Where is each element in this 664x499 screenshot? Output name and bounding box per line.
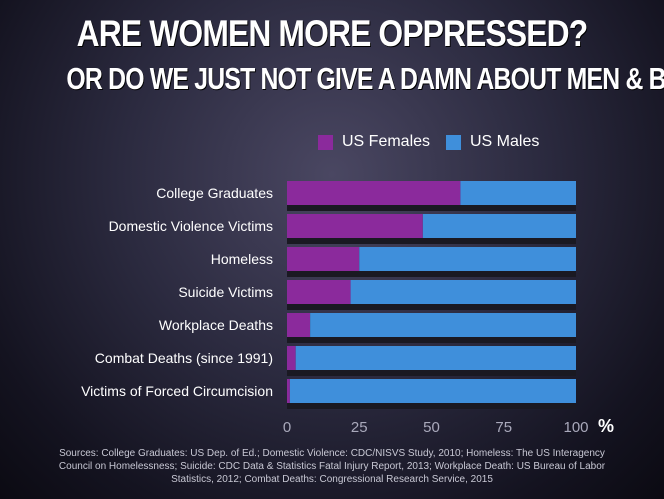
sources-note: Sources: College Graduates: US Dep. of E… [58,448,606,485]
category-label: Domestic Violence Victims [109,218,273,234]
bar-females [287,313,311,337]
category-label: Homeless [211,251,273,267]
legend-item-females: US Females [318,131,430,153]
x-unit-label: % [598,416,614,436]
x-tick-label: 100 [563,419,588,436]
legend-label-males: US Males [470,133,540,150]
bar-males [460,181,576,205]
category-label: Victims of Forced Circumcision [81,383,273,399]
category-label: Combat Deaths (since 1991) [95,350,273,366]
bar-females [287,379,290,403]
bar-females [287,247,360,271]
category-label: Workplace Deaths [159,317,273,333]
bar-males [422,214,576,238]
category-label: Suicide Victims [178,284,273,300]
title-line-1: ARE WOMEN MORE OPPRESSED? [76,13,589,54]
bar-males [310,313,576,337]
legend-swatch-females [318,134,333,150]
bar-males [359,247,576,271]
x-tick-label: 50 [423,419,440,436]
bar-males [350,280,576,304]
category-label: College Graduates [156,185,273,201]
bar-females [287,280,351,304]
legend-swatch-males [446,134,461,150]
title-line-2: OR DO WE JUST NOT GIVE A DAMN ABOUT MEN … [66,61,664,96]
legend-item-males: US Males [446,131,539,153]
x-tick-label: 75 [495,419,512,436]
x-tick-label: 0 [283,419,291,436]
x-tick-label: 25 [351,419,368,436]
bar-females [287,181,461,205]
bar-males [289,379,576,403]
bar-females [287,346,296,370]
legend-label-females: US Females [342,133,431,150]
bar-males [295,346,576,370]
bar-females [287,214,423,238]
